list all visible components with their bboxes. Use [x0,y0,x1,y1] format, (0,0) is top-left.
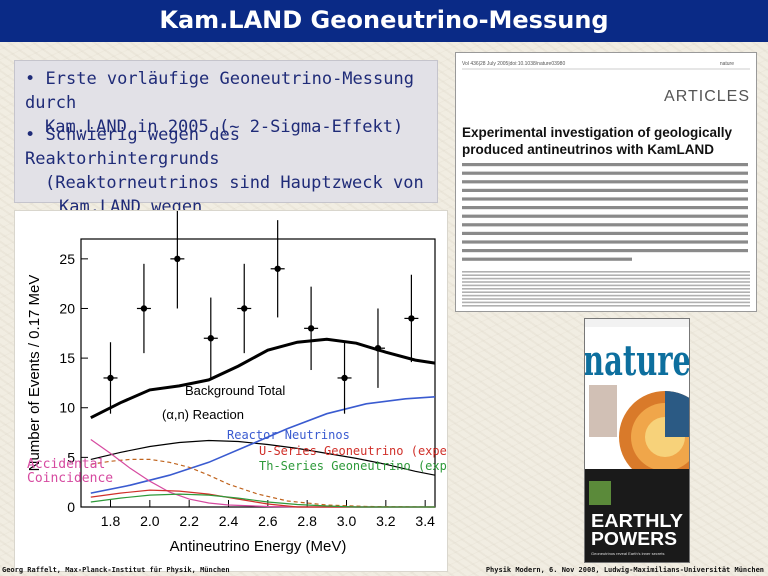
cover-masthead: nature [585,336,689,385]
data-point [374,344,382,352]
chart-annotation: Accidental [27,457,105,472]
nature-cover: nature EARTHLY POWERS Geoneutrinos revea… [584,318,690,563]
article-journal-header: Vol 436|28 July 2005|doi:10.1038/nature0… [462,61,565,67]
data-point [341,374,348,382]
article-section: ARTICLES [664,88,750,105]
x-tick-label: 3.0 [337,513,357,529]
author-line [462,249,748,253]
article-author-list [462,163,748,261]
x-tick-label: 2.8 [297,513,317,529]
data-point [107,374,114,382]
y-tick-label: 0 [67,499,75,515]
abstract-line [462,284,750,287]
y-tick-label: 10 [59,400,75,416]
author-line [462,240,748,244]
x-tick-label: 2.2 [179,513,199,529]
x-tick-label: 1.8 [101,513,121,529]
abstract-line [462,291,750,293]
data-point [174,255,181,263]
x-tick-label: 2.0 [140,513,160,529]
bullet-dot-icon: • [25,125,36,145]
author-line [462,180,748,184]
cover-inset-photo [589,481,611,505]
abstract-line [462,288,750,290]
bullet-list: • Erste vorläufige Geoneutrino-Messung d… [14,60,438,241]
abstract-line [462,281,750,283]
plot-frame [80,238,436,508]
chart-annotation: Background Total [185,383,285,398]
abstract-line [462,294,750,297]
bullet-2-line-1: Schwierig wegen des Reaktorhintergrunds [25,125,240,169]
cover-subheadline: Geoneutrinos reveal Earth's inner secret… [591,551,664,556]
chart-annotation: Reactor Neutrinos [227,428,350,442]
article-abstract [462,271,750,307]
y-tick-label: 15 [59,350,75,366]
cover-headline-line-1: EARTHLY [591,511,683,531]
article-excerpt: Vol 436|28 July 2005|doi:10.1038/nature0… [455,52,757,312]
reactor-neutrino-curve [90,396,436,494]
bullet-1-line-2: Kam.LAND in 2005 (~ 2-Sigma-Effekt) [45,117,404,137]
alpha-n-dashed-curve [90,458,436,508]
y-tick-label: 20 [59,300,75,316]
data-point [307,325,315,332]
bullet-dot-icon: • [25,69,36,89]
abstract-line [462,305,750,307]
chart-annotation: U-Series Geoneutrino (expected) [259,444,447,458]
data-point [207,335,214,342]
article-title-line-1: Experimental investigation of geological… [462,125,733,140]
data-point [241,305,248,312]
abstract-line [462,301,750,304]
spectrum-chart: 0 5 10 15 20 25 1.8 2.0 2.2 2.4 2.6 2.8 3.0 3.2 3.4 Ant… [14,209,490,572]
author-line [462,163,748,167]
chart-annotation: Coincidence [27,471,113,486]
chart-annotation: (α,n) Reaction [162,407,244,422]
spectrum-chart-svg: 0 5 10 15 20 25 1.8 2.0 2.2 2.4 2.6 2.8 3.0 3.2 3.4 Ant… [26,209,490,555]
y-tick-label: 5 [67,449,75,465]
abstract-line [462,277,750,280]
y-axis-label: Number of Events / 0.17 MeV [26,275,43,472]
article-journal-tag: nature [720,61,734,67]
footer-right: Physik Modern, 6. Nov 2008, Ludwig-Maxim… [485,566,764,574]
bullet-item-1: • Erste vorläufige Geoneutrino-Messung d… [25,67,437,139]
author-line [462,206,748,210]
x-tick-label: 2.4 [219,513,239,529]
slide-title: Kam.LAND Geoneutrino-Messung [0,0,768,42]
author-line [462,188,748,192]
author-line [462,171,748,175]
th-series-curve [90,493,435,508]
x-tick-label: 3.4 [415,513,435,529]
abstract-line [462,274,750,276]
earth-crust-slice-icon [665,391,689,437]
x-tick-label: 2.6 [258,513,278,529]
article-page-svg: Vol 436|28 July 2005|doi:10.1038/nature0… [462,61,750,307]
author-line [462,223,748,227]
data-point [274,265,281,272]
footer-left: Georg Raffelt, Max-Planck-Institut für P… [2,566,230,574]
cover-headline-line-2: POWERS [591,529,677,549]
data-point [408,315,415,322]
author-line [462,214,748,218]
y-tick-label: 25 [59,251,75,267]
x-tick-label: 3.2 [376,513,396,529]
bullet-2-line-2: (Reaktorneutrinos sind Hauptzweck von [45,173,424,193]
nature-cover-svg: nature EARTHLY POWERS Geoneutrinos revea… [585,319,689,562]
alpha-n-reaction-curve [90,439,436,476]
abstract-line [462,271,750,273]
data-point [140,305,148,312]
u-series-curve [90,489,435,508]
author-line [462,257,632,261]
article-title-line-2: produced antineutrinos with KamLAND [462,142,714,157]
bullet-1-line-1: Erste vorläufige Geoneutrino-Messung dur… [25,69,414,113]
background-total-curve [90,337,436,420]
author-line [462,197,748,201]
abstract-line [462,298,750,300]
author-line [462,231,748,235]
chart-annotation: Th-Series Geoneutrino (expected) [259,459,447,473]
x-axis-label: Antineutrino Energy (MeV) [170,538,347,555]
cover-top-strip [585,319,689,327]
cover-side-text-block [589,385,617,437]
